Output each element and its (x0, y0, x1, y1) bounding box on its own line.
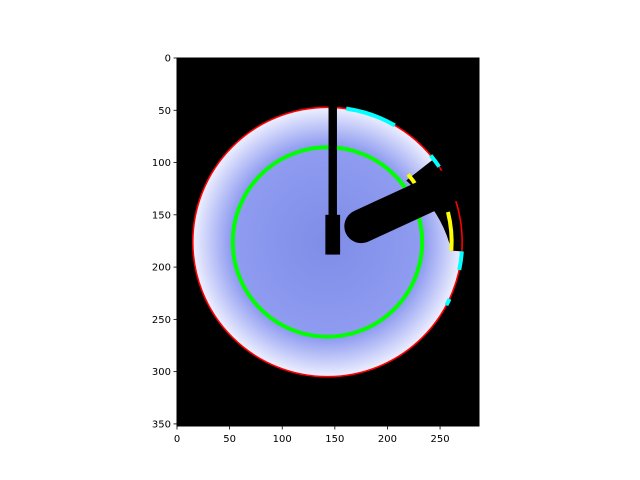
y-tick-label: 200 (152, 263, 171, 274)
vertical-bar-base (325, 214, 341, 255)
plot-area (177, 58, 479, 426)
x-tick-label: 150 (325, 434, 344, 445)
cyan-arc-3 (444, 298, 452, 307)
y-tick-label: 0 (165, 54, 171, 65)
y-axis: 0 50 100 150 200 250 300 350 (152, 54, 177, 430)
cyan-arc-2 (457, 251, 464, 271)
vertical-bar (328, 105, 337, 255)
cyan-arc-group (345, 106, 464, 307)
inner-green-circle (230, 145, 425, 339)
y-tick-label: 350 (152, 419, 171, 430)
x-tick-label: 100 (273, 434, 292, 445)
x-tick-label: 200 (378, 434, 397, 445)
x-axis: 0 50 100 150 200 250 (174, 426, 450, 445)
y-tick-label: 250 (152, 315, 171, 326)
x-tick-label: 0 (174, 434, 180, 445)
cyan-arc-1 (429, 154, 441, 168)
y-tick-label: 300 (152, 367, 171, 378)
y-tick-label: 100 (152, 158, 171, 169)
horizontal-arm (344, 153, 479, 244)
outer-red-circle (191, 106, 463, 378)
axes-frame (176, 57, 480, 427)
cyan-arc-0 (345, 106, 396, 128)
x-tick-label: 250 (431, 434, 450, 445)
x-tick-label: 50 (223, 434, 236, 445)
yellow-arc-1 (446, 211, 454, 251)
y-tick-label: 150 (152, 210, 171, 221)
y-tick-label: 50 (158, 106, 171, 117)
